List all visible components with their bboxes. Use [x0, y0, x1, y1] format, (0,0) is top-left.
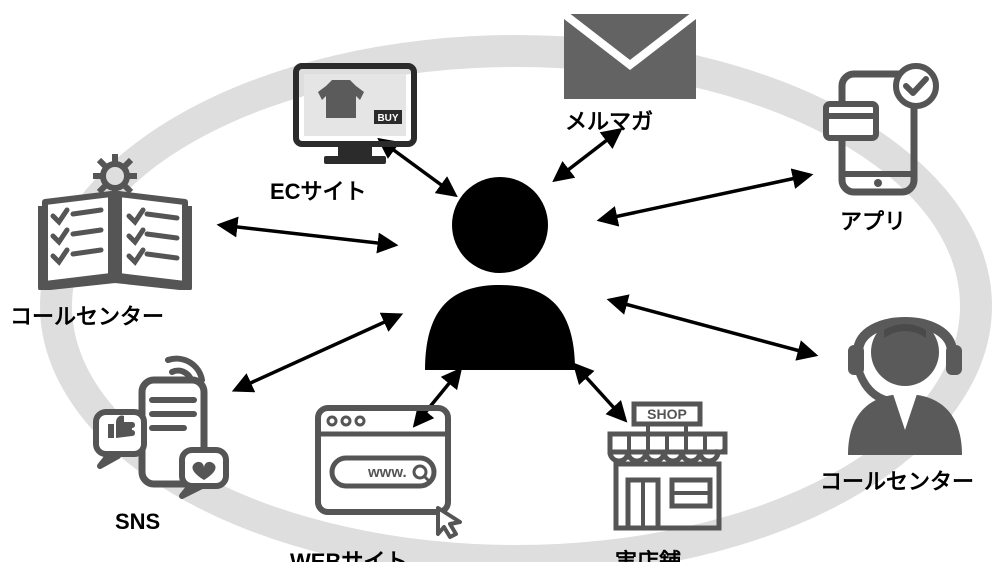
- double-arrow: [220, 225, 395, 245]
- call-center-left-label: コールセンター: [10, 299, 164, 331]
- envelope-icon: [560, 10, 700, 105]
- node-physical-shop: SHOP 実店舗: [600, 400, 735, 535]
- shop-label: 実店舗: [615, 544, 681, 562]
- app-icon: [820, 60, 940, 200]
- node-ec-site: BUY ECサイト: [290, 60, 420, 170]
- node-call-center-right: コールセンター: [830, 290, 980, 455]
- node-call-center-left: コールセンター: [35, 150, 195, 290]
- node-website: www. WEBサイト: [310, 400, 470, 540]
- sns-label: SNS: [115, 509, 160, 535]
- node-app: アプリ: [820, 60, 940, 200]
- double-arrow: [235, 315, 400, 390]
- web-label: WEBサイト: [290, 544, 407, 562]
- double-arrow: [600, 175, 810, 220]
- node-sns: SNS: [90, 350, 235, 505]
- ec-site-label: ECサイト: [270, 174, 367, 206]
- call-center-right-label: コールセンター: [820, 464, 974, 496]
- mail-label: メルマガ: [565, 104, 653, 136]
- double-arrow: [610, 300, 815, 355]
- url-text: www.: [367, 464, 407, 481]
- manual-book-icon: [35, 150, 195, 290]
- node-mail-magazine: メルマガ: [560, 10, 700, 105]
- ec-site-icon: BUY: [290, 60, 420, 170]
- shop-sign-text: SHOP: [647, 406, 687, 422]
- browser-icon: www.: [310, 400, 470, 540]
- svg-text:BUY: BUY: [377, 113, 398, 124]
- shop-icon: SHOP: [600, 400, 735, 535]
- app-label: アプリ: [840, 204, 906, 236]
- call-center-agent-icon: [830, 290, 980, 455]
- center-user-icon: [405, 170, 595, 370]
- diagram-canvas: BUY ECサイト メルマガ アプリ: [0, 0, 1000, 562]
- sns-icon: [90, 350, 235, 505]
